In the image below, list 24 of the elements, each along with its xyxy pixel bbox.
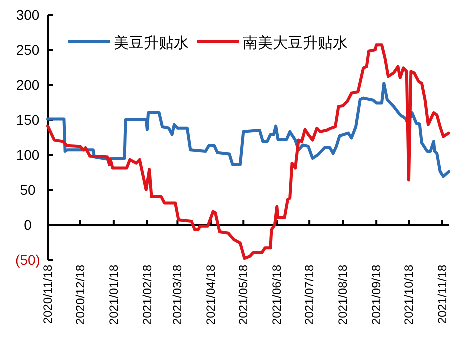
x-tick-label: 2021/08/18 <box>336 264 350 326</box>
x-tick-label: 2020/12/18 <box>73 264 88 326</box>
x-tick-label: 2021/04/18 <box>204 264 218 326</box>
y-tick-label: 50 <box>20 182 36 198</box>
x-tick-label: 2021/05/18 <box>236 264 251 326</box>
legend-label: 南美大豆升贴水 <box>243 35 348 52</box>
x-tick-label: 2021/01/18 <box>106 264 121 326</box>
line-series <box>46 82 450 178</box>
y-tick-label: 150 <box>16 112 40 128</box>
y-tick-label: 0 <box>24 217 32 233</box>
x-tick-label: 2021/10/18 <box>402 264 416 326</box>
x-tick-label: 2021/07/18 <box>302 264 317 326</box>
x-tick-label: 2021/06/18 <box>270 264 284 326</box>
x-tick-label: 2021/03/18 <box>170 264 185 326</box>
legend-label: 美豆升贴水 <box>114 35 189 52</box>
x-tick-label: 2020/11/18 <box>41 264 55 324</box>
y-tick-label: 200 <box>16 77 40 93</box>
y-tick-label: 100 <box>16 147 40 163</box>
x-tick-label: 2021/02/18 <box>140 264 154 326</box>
x-tick-label: 2021/11/18 <box>436 264 450 324</box>
y-tick-label: 250 <box>16 42 40 58</box>
x-tick-label: 2021/09/18 <box>370 264 384 326</box>
y-tick-label: 300 <box>16 7 40 23</box>
y-tick-label: (50) <box>16 252 40 268</box>
